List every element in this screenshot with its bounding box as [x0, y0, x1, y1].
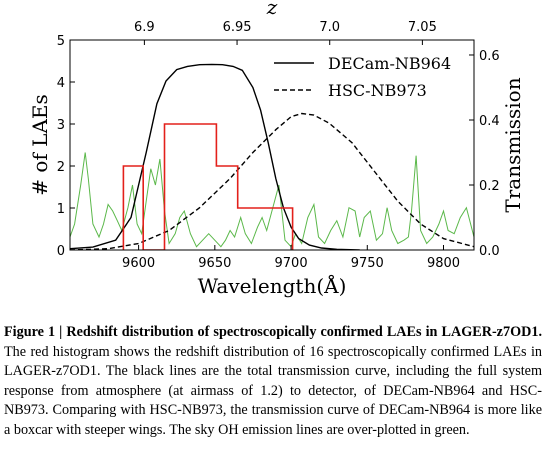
caption-body: The red histogram shows the redshift dis… — [4, 343, 542, 438]
plot-data-layer — [70, 63, 474, 250]
x-tick-label: 9700 — [275, 256, 308, 271]
top-axis-title: z — [266, 0, 278, 19]
caption-label: Figure 1 | — [4, 324, 67, 340]
legend-label: HSC-NB973 — [328, 81, 427, 100]
x-tick-label: 9600 — [122, 256, 155, 271]
legend: DECam-NB964 HSC-NB973 — [274, 54, 451, 100]
plot-frame — [69, 39, 475, 251]
axes-layer: 9600 9650 9700 9750 9800 0 1 2 3 4 5 0.0 0.2 0.4 0.6 6.… — [57, 20, 500, 271]
y-left-tick-label: 4 — [57, 76, 65, 91]
y-left-tick-label: 0 — [57, 244, 65, 259]
top-tick-label: 7.05 — [408, 20, 437, 35]
y-right-tick-label: 0.6 — [479, 49, 500, 64]
sky-oh-lines-series — [70, 152, 474, 248]
hsc-nb973-curve — [70, 112, 474, 250]
lae-histogram — [122, 123, 294, 250]
caption-title: Redshift distribution of spectroscopical… — [66, 324, 542, 340]
y-axis-right-title: Transmission — [501, 77, 525, 212]
x-tick-label: 9800 — [427, 256, 460, 271]
figure-plot: 9600 9650 9700 9750 9800 0 1 2 3 4 5 0.0 0.2 0.4 0.6 6.… — [28, 0, 525, 298]
y-right-tick-label: 0.4 — [479, 114, 500, 129]
top-tick-label: 7.0 — [319, 20, 340, 35]
legend-label: DECam-NB964 — [328, 54, 451, 73]
y-left-tick-label: 2 — [57, 160, 65, 175]
x-tick-label: 9750 — [351, 256, 384, 271]
y-left-tick-label: 5 — [57, 34, 65, 49]
figure-caption: Figure 1 | Redshift distribution of spec… — [4, 323, 542, 441]
decam-nb964-curve — [70, 63, 360, 250]
y-right-tick-label: 0.2 — [479, 179, 500, 194]
y-axis-left-title: # of LAEs — [28, 94, 52, 196]
x-tick-label: 9650 — [198, 256, 231, 271]
y-right-tick-label: 0.0 — [479, 244, 500, 259]
top-tick-label: 6.9 — [134, 20, 155, 35]
x-axis-title: Wavelength(Å) — [198, 273, 347, 298]
chart-svg: 9600 9650 9700 9750 9800 0 1 2 3 4 5 0.0 0.2 0.4 0.6 6.… — [28, 0, 525, 298]
y-left-tick-label: 1 — [57, 202, 65, 217]
y-left-tick-label: 3 — [57, 118, 65, 133]
top-tick-label: 6.95 — [223, 20, 252, 35]
